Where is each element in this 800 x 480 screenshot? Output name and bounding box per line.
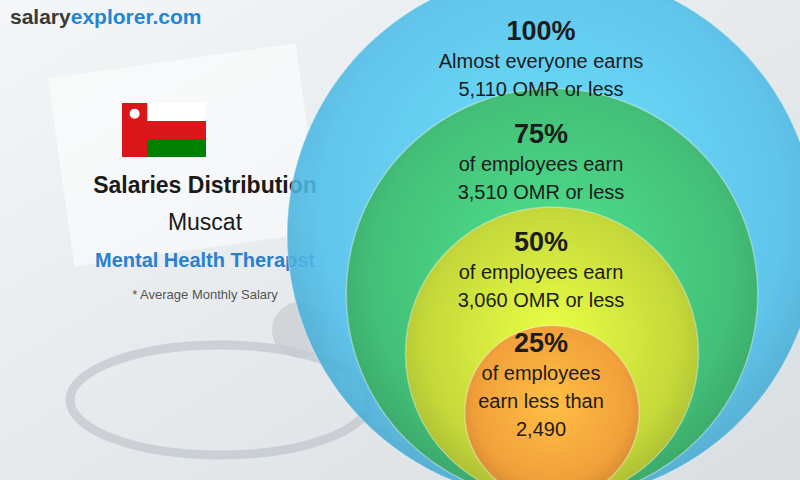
note: * Average Monthly Salary	[132, 287, 278, 302]
percent-label: 100%	[506, 16, 575, 46]
job-title: Mental Health Therapst	[95, 249, 315, 271]
description: of employees earn	[459, 261, 624, 283]
decor-paper	[48, 44, 322, 267]
chart: salaryexplorer.com Salaries Distribution M…	[0, 0, 800, 480]
logo: salaryexplorer.com	[10, 5, 201, 28]
description: of employees earn	[459, 153, 624, 175]
flag-emblem	[130, 109, 140, 119]
percentile-circle	[346, 89, 758, 480]
title: Salaries Distribution	[93, 172, 317, 198]
percent-label: 75%	[514, 119, 568, 149]
circle-texts: 100% Almost everyone earns 5,110 OMR or le…	[439, 16, 644, 440]
amount-label: 3,510 OMR or less	[458, 181, 625, 203]
description: Almost everyone earns	[439, 50, 644, 72]
logo-part: salary	[10, 5, 71, 28]
percent-label: 50%	[514, 227, 568, 257]
flag	[122, 103, 206, 157]
amount-label: 3,060 OMR or less	[458, 289, 625, 311]
percentile-circle	[406, 207, 699, 480]
amount-label: 2,490	[516, 418, 566, 440]
amount-label: 5,110 OMR or less	[458, 78, 623, 100]
percentile-circle	[287, 0, 800, 480]
logo-part: explorer.com	[71, 5, 202, 28]
circles	[287, 0, 800, 480]
description: earn less than	[478, 390, 604, 412]
percentile-circle	[465, 326, 640, 480]
subtitle: Muscat	[168, 209, 243, 235]
percent-label: 25%	[514, 328, 568, 358]
description: of employees	[482, 362, 601, 384]
flag-hoist	[122, 103, 147, 157]
